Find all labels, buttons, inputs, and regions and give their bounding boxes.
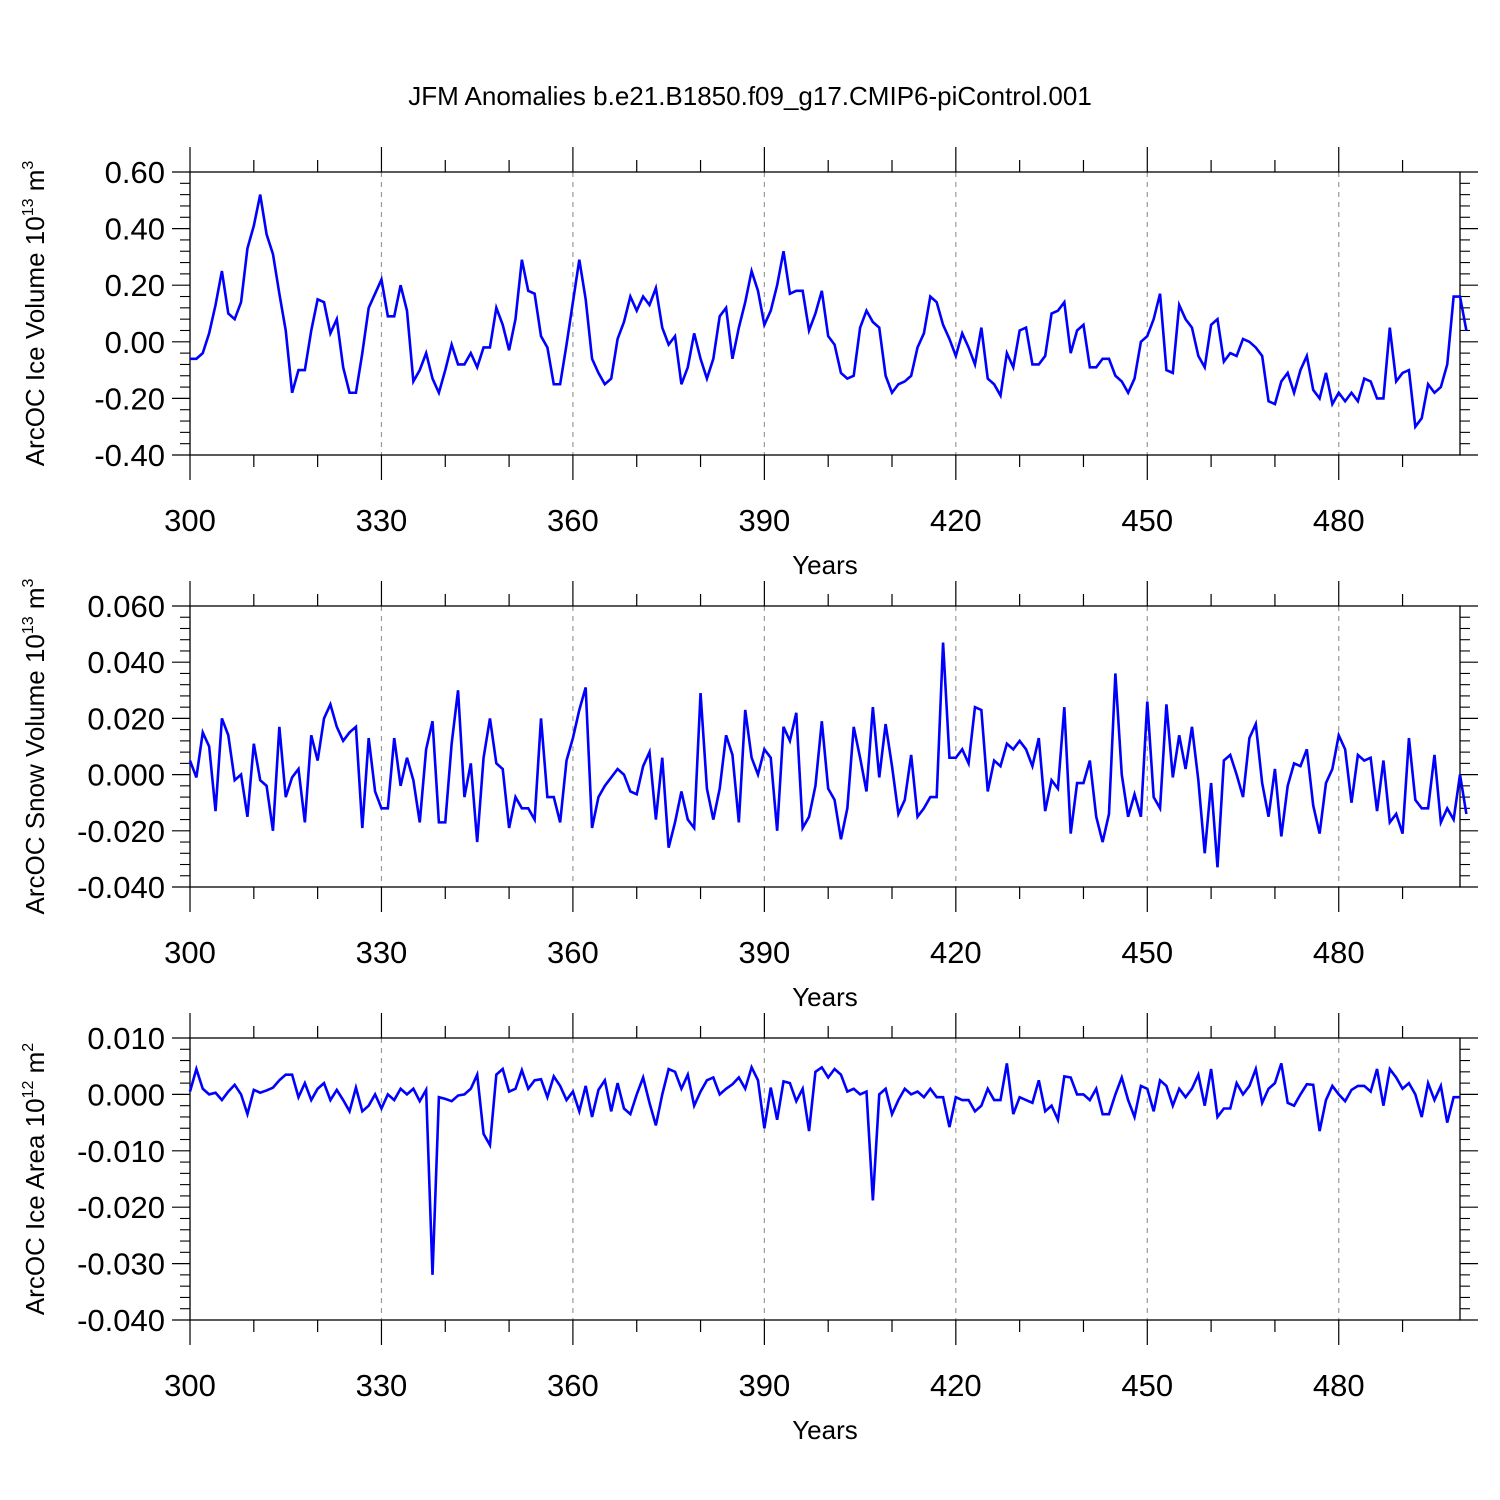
x-axis-label: Years [792,550,858,580]
y-tick-label: -0.030 [77,1247,165,1282]
x-tick-label: 450 [1121,935,1173,970]
y-tick-label: -0.040 [77,870,165,905]
x-tick-label: 300 [164,935,216,970]
y-tick-label: 0.20 [105,268,165,303]
x-tick-label: 360 [547,1368,599,1403]
data-line-ice-area [188,1062,1460,1275]
y-tick-label: -0.020 [77,814,165,849]
panel-ice-volume: 300 330 360 390 420 450 480 -0.40 -0.20 0.00 0.20 0… [20,147,1478,580]
figure-title: JFM Anomalies b.e21.B1850.f09_g17.CMIP6-… [408,81,1092,111]
x-tick-label: 390 [739,503,791,538]
x-tick-label: 420 [930,935,982,970]
y-tick-label: 0.060 [87,589,165,624]
y-tick-label: 0.60 [105,155,165,190]
x-tick-label: 330 [356,503,408,538]
x-tick-label: 450 [1121,503,1173,538]
y-axis-label: ArcOC Ice Volume 1013 m3 [20,161,50,467]
x-tick-label: 300 [164,503,216,538]
x-axis-label: Years [792,1415,858,1445]
x-tick-label: 300 [164,1368,216,1403]
y-axis-label: ArcOC Snow Volume 1013 m3 [20,578,50,914]
x-tick-label: 360 [547,503,599,538]
y-tick-label: -0.020 [77,1190,165,1225]
y-axis-label: ArcOC Ice Area 1012 m2 [20,1043,50,1315]
y-tick-label: -0.040 [77,1303,165,1338]
y-tick-label: -0.010 [77,1134,165,1169]
y-tick-label: 0.40 [105,212,165,247]
x-tick-label: 480 [1313,935,1365,970]
x-tick-label: 390 [739,1368,791,1403]
x-tick-label: 450 [1121,1368,1173,1403]
plot-frame [189,1037,1461,1321]
y-tick-label: 0.00 [105,325,165,360]
x-tick-label: 330 [356,935,408,970]
x-tick-label: 480 [1313,1368,1365,1403]
x-tick-label: 390 [739,935,791,970]
x-tick-label: 480 [1313,503,1365,538]
panel-ice-area: 300 330 360 390 420 450 480 -0.040 -0.030 -0.020 -… [20,1013,1478,1445]
data-line-ice-volume [190,194,1468,431]
x-tick-label: 420 [930,503,982,538]
plot-frame [189,605,1461,888]
y-tick-label: 0.000 [87,1077,165,1112]
y-tick-label: 0.040 [87,645,165,680]
data-line-snow-volume [188,642,1468,868]
y-tick-label: 0.000 [87,758,165,793]
y-tick-label: 0.010 [87,1021,165,1056]
x-tick-label: 360 [547,935,599,970]
x-axis-label: Years [792,982,858,1012]
y-tick-label: 0.020 [87,701,165,736]
x-tick-label: 420 [930,1368,982,1403]
plot-frame [189,171,1461,456]
y-tick-label: -0.40 [94,438,165,473]
panel-snow-volume: 300 330 360 390 420 450 480 -0.040 -0.020 0.000 0.… [20,578,1478,1012]
y-tick-label: -0.20 [94,381,165,416]
x-tick-label: 330 [356,1368,408,1403]
